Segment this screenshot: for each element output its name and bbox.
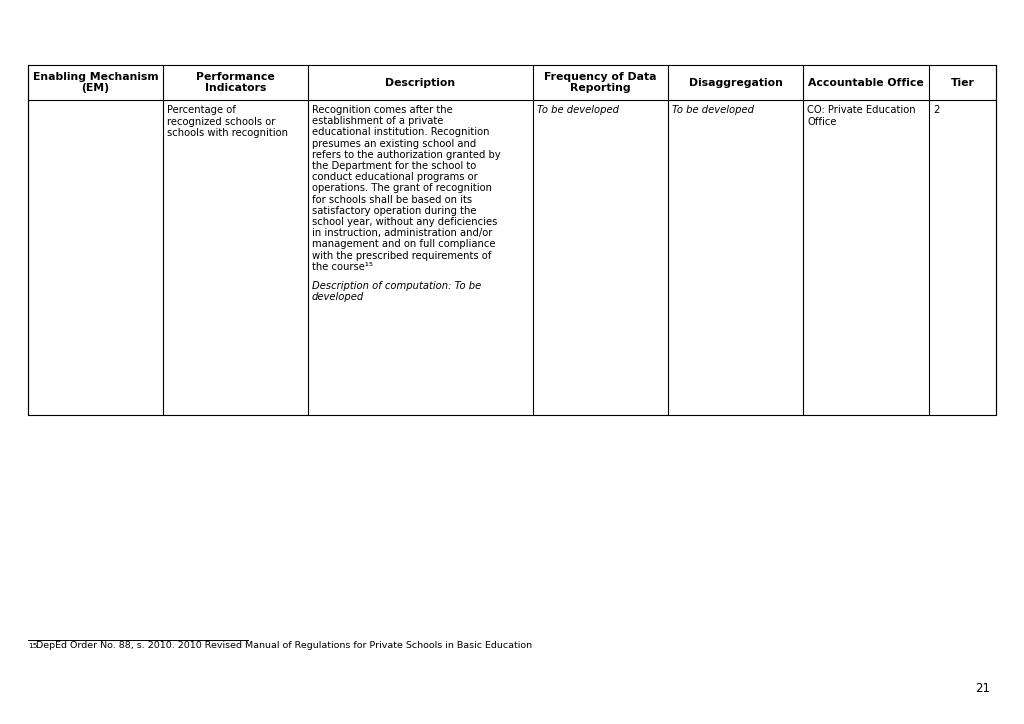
Text: Frequency of Data
Reporting: Frequency of Data Reporting: [544, 72, 656, 93]
Text: school year, without any deficiencies: school year, without any deficiencies: [312, 217, 498, 227]
Text: for schools shall be based on its: for schools shall be based on its: [312, 195, 472, 205]
Text: operations. The grant of recognition: operations. The grant of recognition: [312, 183, 492, 193]
Text: CO: Private Education
Office: CO: Private Education Office: [807, 105, 915, 127]
Text: Recognition comes after the: Recognition comes after the: [312, 105, 453, 115]
Text: Percentage of
recognized schools or
schools with recognition: Percentage of recognized schools or scho…: [167, 105, 288, 138]
Text: the Department for the school to: the Department for the school to: [312, 161, 476, 171]
Text: 21: 21: [975, 682, 990, 695]
Text: satisfactory operation during the: satisfactory operation during the: [312, 206, 476, 216]
Text: Accountable Office: Accountable Office: [808, 77, 924, 88]
Text: establishment of a private: establishment of a private: [312, 116, 443, 126]
Text: Disaggregation: Disaggregation: [688, 77, 782, 88]
Text: in instruction, administration and/or: in instruction, administration and/or: [312, 228, 493, 238]
Text: Performance
Indicators: Performance Indicators: [197, 72, 274, 93]
Text: 15: 15: [28, 643, 37, 649]
Text: To be developed: To be developed: [537, 105, 618, 115]
Text: DepEd Order No. 88, s. 2010. 2010 Revised Manual of Regulations for Private Scho: DepEd Order No. 88, s. 2010. 2010 Revise…: [33, 641, 532, 650]
Text: 2: 2: [933, 105, 939, 115]
Bar: [28, 65, 996, 415]
Text: Description: Description: [385, 77, 456, 88]
Text: with the prescribed requirements of: with the prescribed requirements of: [312, 251, 492, 261]
Text: To be developed: To be developed: [672, 105, 754, 115]
Text: educational institution. Recognition: educational institution. Recognition: [312, 127, 489, 138]
Text: Tier: Tier: [950, 77, 975, 88]
Text: the course¹⁵: the course¹⁵: [312, 262, 373, 272]
Text: refers to the authorization granted by: refers to the authorization granted by: [312, 150, 501, 160]
Text: conduct educational programs or: conduct educational programs or: [312, 172, 478, 182]
Text: Enabling Mechanism
(EM): Enabling Mechanism (EM): [33, 72, 159, 93]
Text: developed: developed: [312, 292, 365, 302]
Text: presumes an existing school and: presumes an existing school and: [312, 138, 476, 148]
Text: management and on full compliance: management and on full compliance: [312, 240, 496, 249]
Text: Description of computation: To be: Description of computation: To be: [312, 281, 481, 291]
